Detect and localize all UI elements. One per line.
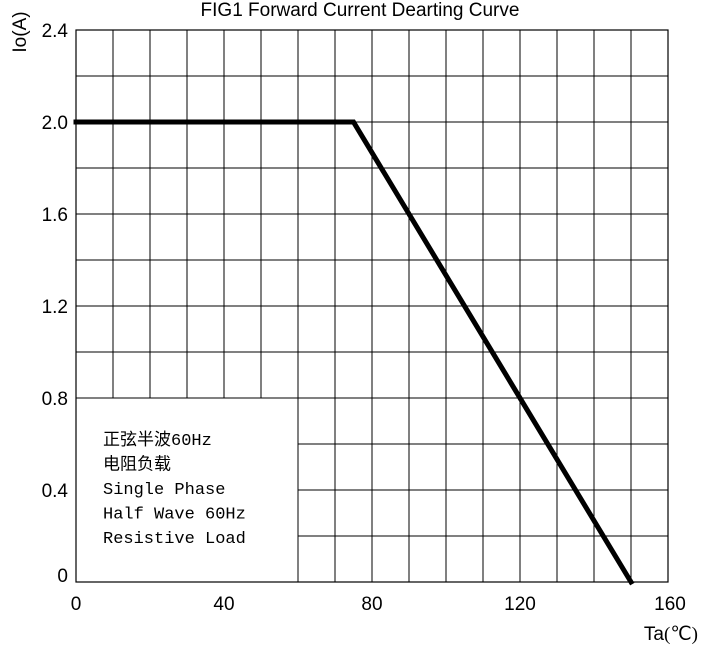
legend-line: Resistive Load <box>103 530 246 549</box>
series-group <box>73 119 635 586</box>
plot-frame <box>75 29 669 583</box>
y-tick-label: 1.6 <box>42 205 68 226</box>
legend-box: 正弦半波60Hz 电阻负载 Single Phase Half Wave 60Hz Re… <box>75 397 299 583</box>
y-tick-label: 2.0 <box>42 113 68 134</box>
x-tick-label: 80 <box>361 594 382 615</box>
legend-line: 正弦半波60Hz <box>103 430 212 451</box>
y-axis-label: Io(A) <box>10 11 31 52</box>
series-line <box>73 119 635 586</box>
y-tick-label: 1.2 <box>42 297 68 318</box>
x-axis-label: Ta(℃) <box>644 624 698 645</box>
legend-line: 电阻负载 <box>103 455 171 476</box>
legend-box-frame <box>75 397 299 583</box>
x-tick-label: 120 <box>504 594 536 615</box>
y-tick-label: 2.4 <box>42 21 69 42</box>
chart-title: FIG1 Forward Current Dearting Curve <box>201 0 520 21</box>
y-tick-label: 0.8 <box>42 389 68 410</box>
x-tick-labels: 0 40 80 120 160 <box>71 594 686 615</box>
x-tick-label: 40 <box>213 594 234 615</box>
x-axis-label-text: Ta <box>644 624 665 645</box>
x-tick-label: 160 <box>654 594 686 615</box>
y-tick-label: 0 <box>57 566 68 587</box>
y-tick-labels: 0 0.4 0.8 1.2 1.6 2.0 2.4 <box>42 21 69 587</box>
y-tick-label: 0.4 <box>42 481 69 502</box>
legend-line: Single Phase <box>103 481 225 500</box>
x-tick-label: 0 <box>71 594 82 615</box>
legend-line: Half Wave 60Hz <box>103 506 246 525</box>
x-axis-unit: (℃) <box>664 624 698 645</box>
